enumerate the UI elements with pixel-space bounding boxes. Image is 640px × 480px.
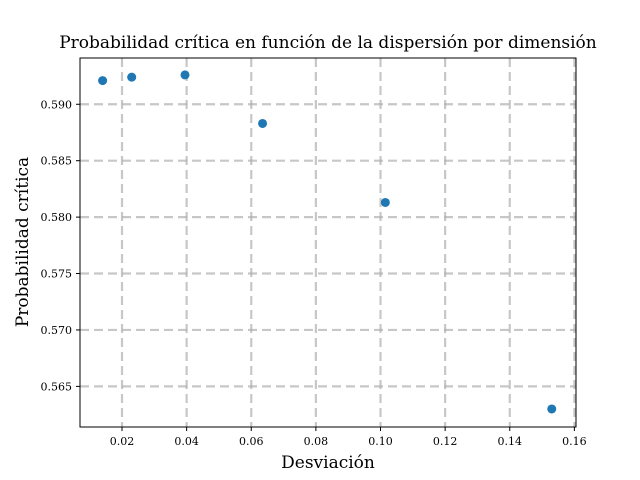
x-tick-label: 0.12 (433, 435, 458, 448)
data-point (258, 118, 268, 128)
y-tick-labels: 0.565 0.570 0.575 0.580 0.585 0.590 (41, 98, 73, 393)
y-tick-label: 0.575 (41, 268, 73, 281)
x-tick-label: 0.04 (174, 435, 199, 448)
x-tick-label: 0.10 (368, 435, 393, 448)
data-point (380, 197, 390, 207)
y-tick-label: 0.565 (41, 380, 73, 393)
y-axis-label: Probabilidad crítica (13, 157, 33, 327)
data-points (98, 70, 557, 414)
x-tick-label: 0.06 (239, 435, 264, 448)
x-tick-label: 0.08 (304, 435, 329, 448)
tick-marks (76, 103, 575, 431)
x-tick-labels: 0.02 0.04 0.06 0.08 0.10 0.12 0.14 0.16 (110, 435, 587, 448)
data-point (98, 76, 108, 86)
x-tick-label: 0.16 (562, 435, 587, 448)
x-tick-label: 0.14 (498, 435, 523, 448)
x-axis-label: Desviación (281, 453, 375, 473)
y-tick-label: 0.585 (41, 155, 73, 168)
grid-layer (80, 58, 576, 427)
data-point (127, 72, 137, 82)
plot-frame (79, 57, 577, 428)
chart-title: Probabilidad crítica en función de la di… (59, 33, 597, 53)
y-tick-label: 0.570 (41, 324, 73, 337)
y-tick-label: 0.590 (41, 98, 73, 111)
data-point (547, 404, 557, 414)
x-tick-label: 0.02 (110, 435, 135, 448)
y-tick-label: 0.580 (41, 211, 73, 224)
data-point (180, 70, 190, 80)
